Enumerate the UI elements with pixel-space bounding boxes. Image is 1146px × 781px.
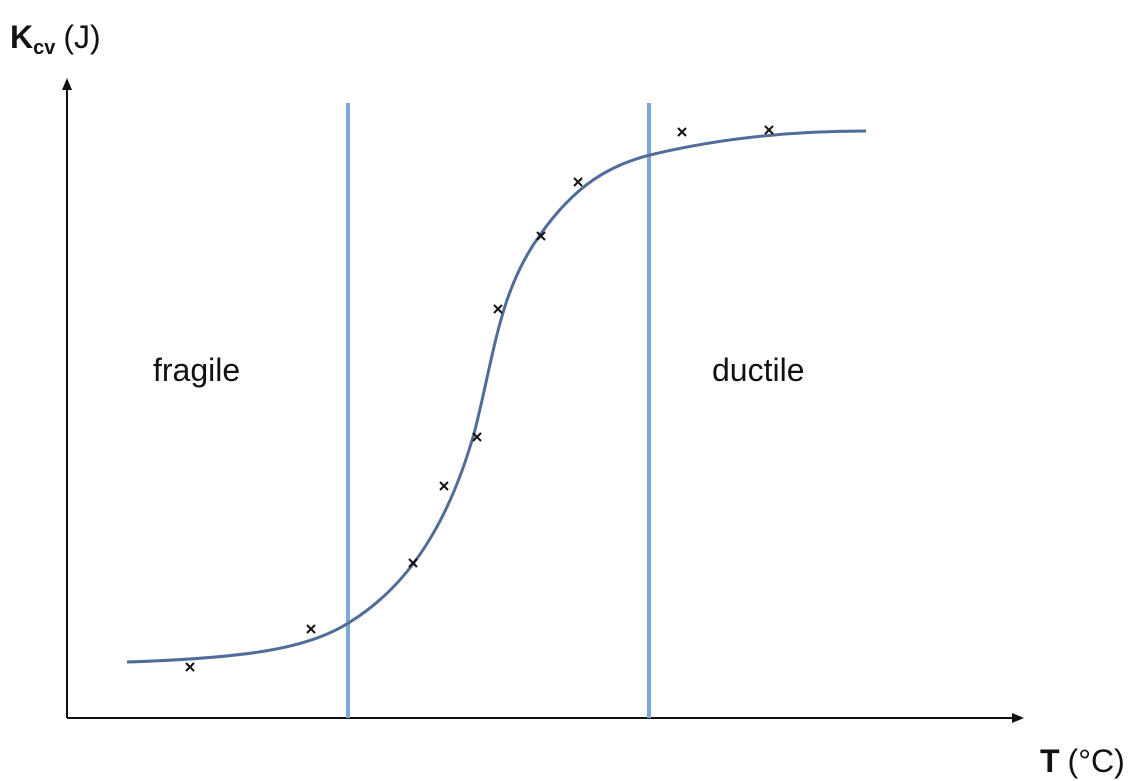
region-label: fragile [153,352,240,388]
y-axis-symbol: K [10,19,33,55]
cross [573,177,583,187]
cross [306,624,316,634]
x-axis-symbol: T [1040,743,1060,779]
y-axis-label: Kcv (J) [10,19,101,59]
cross [493,304,503,314]
measurement-points [185,125,774,672]
x-axis-unit: (°C) [1068,743,1125,779]
cross [536,231,546,241]
cross [764,125,774,135]
cross [677,127,687,137]
region-label: ductile [712,352,805,388]
transition-curve [126,129,867,664]
x-axis-label: T (°C) [1040,743,1125,779]
y-axis-subscript: cv [33,37,56,59]
y-axis-unit: (J) [63,19,100,55]
cross [185,662,195,672]
cross [439,481,449,491]
cross [472,432,482,442]
cross [408,558,418,568]
